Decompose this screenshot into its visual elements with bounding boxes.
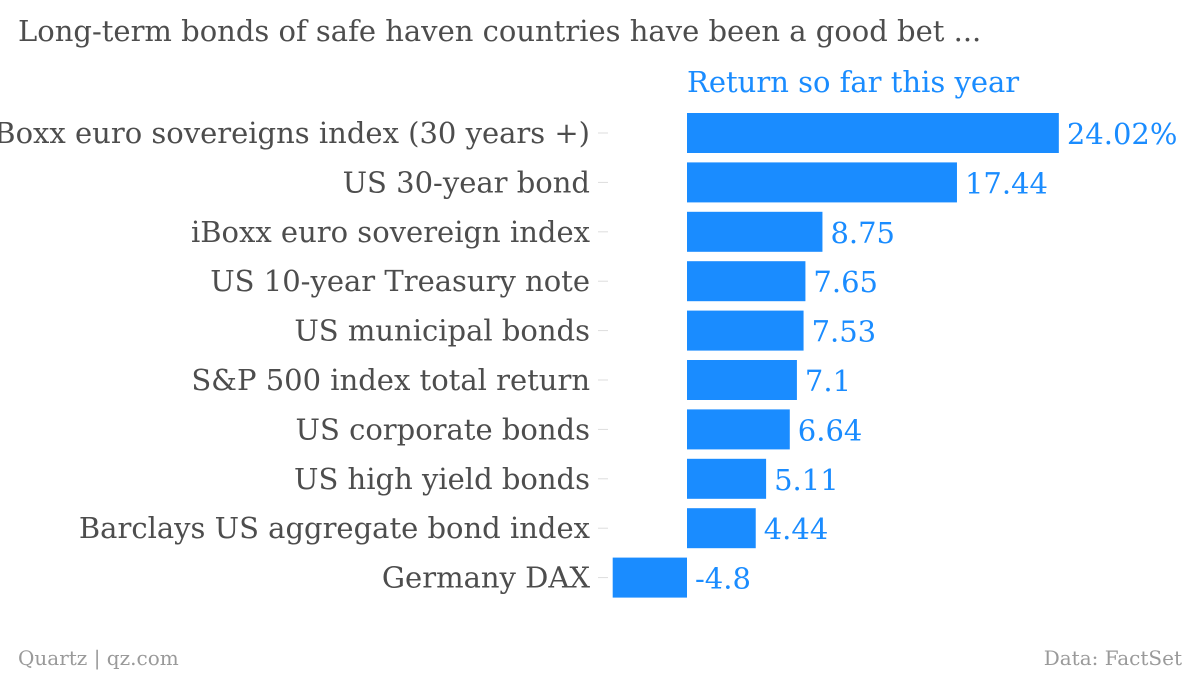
bar	[687, 409, 790, 450]
value-label: 8.75	[830, 216, 895, 250]
bar	[687, 508, 756, 549]
category-label: iBoxx euro sovereign index	[191, 215, 590, 249]
value-label: 7.53	[812, 315, 877, 349]
series-label: Return so far this year	[687, 65, 1019, 99]
data-source: Data: FactSet	[1043, 646, 1182, 670]
category-label: US corporate bonds	[296, 412, 590, 446]
value-label: 5.11	[774, 463, 839, 497]
bar	[687, 113, 1059, 153]
bar	[687, 310, 804, 351]
value-label: 7.65	[813, 265, 878, 299]
category-label: S&P 500 index total return	[191, 363, 590, 397]
value-label: 7.1	[805, 364, 851, 398]
value-label: -4.8	[695, 562, 751, 596]
bar	[687, 211, 823, 252]
bar	[687, 360, 797, 400]
bar	[687, 162, 957, 203]
bars-layer: iBoxx euro sovereigns index (30 years +)…	[0, 113, 1177, 598]
category-label: iBoxx euro sovereigns index (30 years +)	[0, 116, 590, 150]
category-label: US 10-year Treasury note	[210, 264, 590, 298]
bar	[687, 261, 806, 302]
value-label: 6.64	[798, 413, 863, 447]
category-label: US municipal bonds	[294, 314, 590, 348]
chart-title: Long-term bonds of safe haven countries …	[18, 14, 982, 48]
bar	[612, 557, 687, 598]
bar	[687, 458, 767, 499]
value-label: 24.02%	[1067, 117, 1178, 151]
category-label: Germany DAX	[382, 561, 590, 595]
category-label: Barclays US aggregate bond index	[79, 511, 590, 545]
value-label: 17.44	[965, 166, 1048, 200]
category-label: US 30-year bond	[343, 165, 590, 199]
category-label: US high yield bonds	[294, 462, 590, 496]
value-label: 4.44	[764, 512, 829, 546]
source-credit: Quartz | qz.com	[18, 646, 179, 670]
